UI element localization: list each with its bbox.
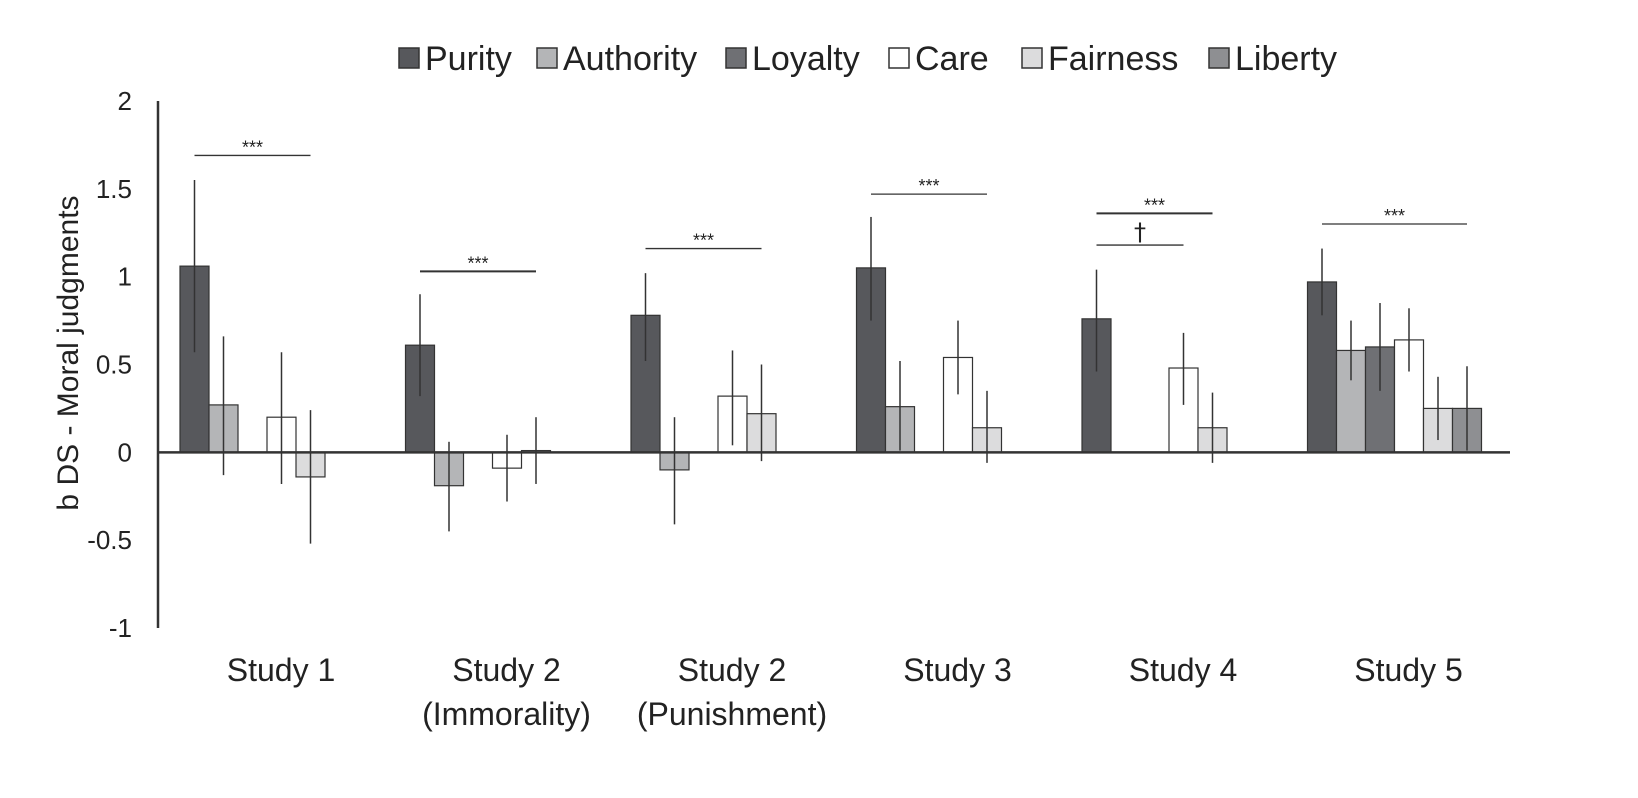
significance-label: *** [1144,195,1165,215]
legend-swatch-liberty [1208,47,1230,69]
significance-label: *** [467,253,488,273]
legend-swatch-loyalty [725,47,747,69]
legend-swatch-care [888,47,910,69]
category-label: (Immorality) [422,696,591,732]
category-label: (Punishment) [637,696,827,732]
significance-label: *** [1384,206,1405,226]
category-label: Study 5 [1354,652,1463,688]
x-axis-labels: Study 1 Study 2 (Immorality) Study 2 (Punish… [227,652,1463,732]
legend-label-liberty: Liberty [1235,40,1337,78]
category-label: Study 4 [1129,652,1238,688]
y-tick-label: -1 [109,613,132,643]
y-tick-label: 2 [118,86,132,116]
legend-swatch-fairness [1021,47,1043,69]
error-bars [193,180,1468,544]
legend-label-loyalty: Loyalty [752,40,860,78]
legend-label-purity: Purity [425,40,512,78]
significance-label: *** [693,231,714,251]
y-tick-label: 1 [118,262,132,292]
significance-label: *** [242,137,263,157]
y-tick-label: -0.5 [87,525,132,555]
legend-label-authority: Authority [563,40,697,78]
legend-label-care: Care [915,40,989,78]
y-tick-label: 0 [118,437,132,467]
category-label: Study 2 [678,652,787,688]
category-label: Study 1 [227,652,336,688]
y-tick-label: 1.5 [96,174,132,204]
category-label: Study 3 [903,652,1012,688]
legend-label-fairness: Fairness [1048,40,1178,78]
legend: Purity Authority Loyalty Care Fairness Libert… [398,40,1337,78]
category-label: Study 2 [452,652,561,688]
legend-swatch-authority [536,47,558,69]
y-axis-label: b DS - Moral judgments [52,195,85,510]
legend-swatch-purity [398,47,420,69]
y-tick-label: 0.5 [96,350,132,380]
y-axis: -1 -0.5 0 0.5 1 1.5 2 [87,86,160,643]
significance-label: † [1134,218,1146,246]
significance-annotations: *** *** *** *** *** † *** [194,137,1467,273]
significance-label: *** [918,176,939,196]
